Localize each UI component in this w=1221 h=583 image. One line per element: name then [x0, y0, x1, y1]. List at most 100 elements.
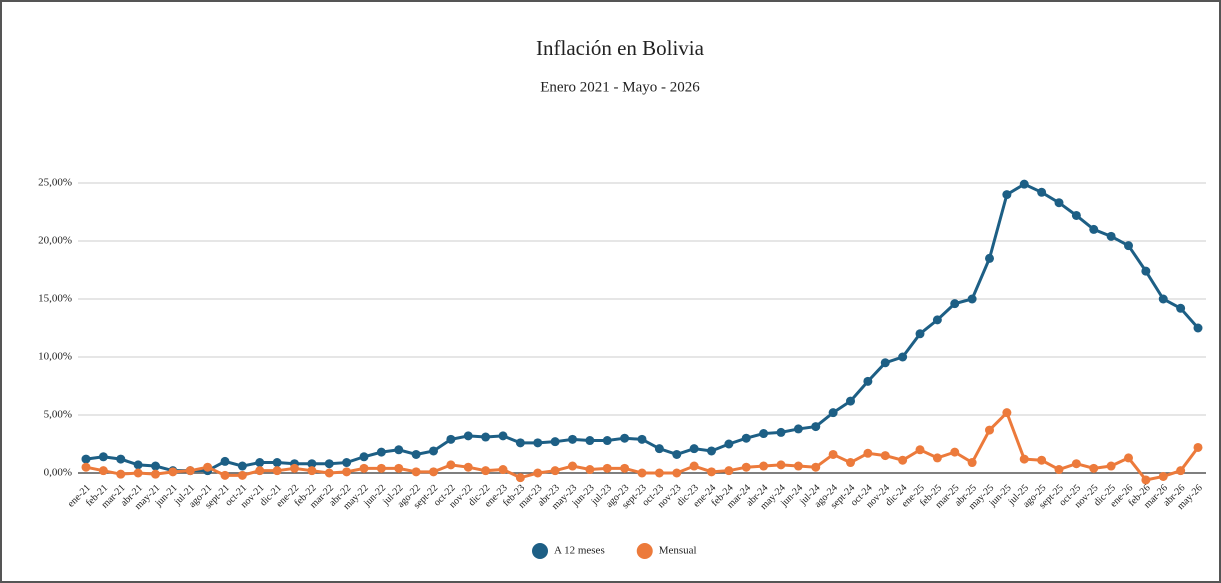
data-point — [585, 436, 595, 446]
data-point — [324, 468, 334, 478]
legend-marker — [532, 543, 548, 559]
data-point — [1158, 471, 1168, 481]
data-point — [237, 461, 247, 471]
data-point — [290, 463, 299, 473]
data-point — [81, 462, 91, 472]
data-point — [446, 460, 456, 470]
data-point — [811, 422, 821, 432]
data-point — [446, 434, 456, 444]
data-point — [98, 452, 108, 462]
data-point — [237, 470, 247, 480]
data-point — [1019, 179, 1029, 189]
data-point — [568, 461, 577, 471]
data-point — [898, 455, 908, 465]
data-point — [620, 463, 630, 473]
data-point — [220, 456, 230, 466]
data-point — [689, 461, 699, 471]
data-point — [533, 468, 543, 478]
data-point — [533, 438, 543, 448]
data-point — [637, 468, 647, 478]
y-tick-label: 5,00% — [44, 409, 72, 421]
data-point — [1019, 454, 1029, 464]
data-point — [828, 408, 838, 418]
data-point — [602, 436, 612, 446]
data-point — [324, 459, 334, 469]
data-point — [672, 468, 682, 478]
data-point — [429, 467, 438, 477]
data-point — [463, 462, 473, 472]
data-point — [637, 434, 647, 444]
data-point — [724, 439, 734, 449]
data-point — [967, 458, 977, 468]
data-point — [620, 433, 630, 443]
data-point — [394, 445, 404, 455]
data-point — [498, 431, 508, 441]
legend-label: A 12 meses — [554, 545, 605, 557]
data-point — [116, 469, 126, 479]
data-point — [220, 470, 230, 480]
data-point — [793, 424, 803, 434]
data-point — [950, 299, 960, 309]
data-point — [689, 444, 699, 454]
y-tick-label: 25,00% — [38, 177, 72, 189]
data-point — [759, 429, 769, 439]
data-point — [1106, 461, 1116, 471]
data-point — [1054, 198, 1064, 208]
data-point — [759, 461, 769, 471]
data-point — [1089, 463, 1099, 473]
data-point — [550, 466, 560, 476]
data-point — [1141, 475, 1151, 485]
data-point — [359, 463, 369, 473]
data-point — [846, 396, 855, 406]
data-point — [950, 447, 960, 457]
data-point — [1089, 224, 1099, 234]
data-point — [1054, 465, 1064, 475]
data-point — [1002, 408, 1012, 418]
data-point — [1158, 294, 1168, 304]
data-point — [724, 466, 734, 476]
data-point — [342, 458, 352, 468]
chart-subtitle: Enero 2021 - Mayo - 2026 — [540, 79, 700, 95]
data-point — [151, 461, 160, 471]
data-point — [1071, 459, 1081, 469]
data-point — [741, 462, 751, 472]
data-point — [376, 447, 386, 457]
data-point — [1141, 266, 1151, 276]
data-point — [880, 451, 890, 461]
data-point — [776, 427, 786, 437]
data-point — [672, 449, 682, 459]
data-point — [932, 453, 942, 463]
data-point — [203, 462, 213, 472]
data-point — [255, 458, 265, 468]
data-point — [1037, 455, 1047, 465]
data-point — [1193, 323, 1203, 333]
data-point — [255, 466, 265, 476]
data-point — [915, 329, 925, 339]
data-point — [1037, 187, 1047, 197]
data-point — [898, 352, 908, 362]
data-point — [967, 294, 977, 304]
data-point — [133, 468, 143, 478]
y-tick-label: 20,00% — [38, 235, 72, 247]
data-point — [602, 463, 612, 473]
data-point — [185, 466, 195, 476]
data-point — [1106, 231, 1116, 241]
data-point — [307, 466, 317, 476]
data-point — [654, 468, 664, 478]
data-point — [1176, 466, 1186, 476]
data-point — [811, 462, 821, 472]
data-point — [463, 431, 473, 441]
data-point — [654, 444, 664, 454]
data-point — [376, 463, 386, 473]
data-point — [133, 460, 143, 470]
data-point — [846, 458, 855, 468]
data-point — [1002, 190, 1012, 200]
legend-label: Mensual — [659, 545, 697, 557]
data-point — [932, 315, 942, 325]
data-point — [168, 467, 178, 477]
data-point — [81, 454, 91, 464]
data-point — [985, 253, 994, 263]
data-point — [307, 459, 317, 469]
